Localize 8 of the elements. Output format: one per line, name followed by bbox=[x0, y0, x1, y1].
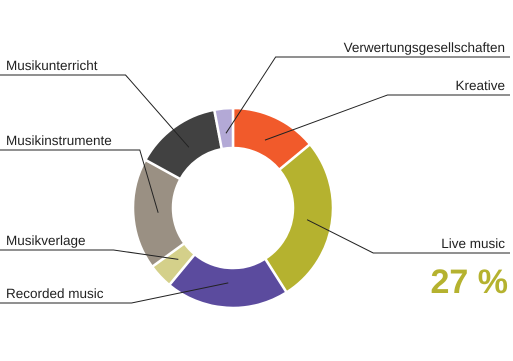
slice-label: Musikverlage bbox=[6, 233, 86, 248]
slice-label: Live music bbox=[441, 236, 506, 251]
slice-label: Recorded music bbox=[6, 286, 104, 301]
slice-label: Verwertungsgesellschaften bbox=[344, 40, 505, 55]
slice-label: Kreative bbox=[455, 78, 505, 93]
data-label: 27 % bbox=[430, 263, 508, 301]
slice-label: Musikunterricht bbox=[6, 58, 98, 73]
slice-label: Musikinstrumente bbox=[6, 133, 112, 148]
